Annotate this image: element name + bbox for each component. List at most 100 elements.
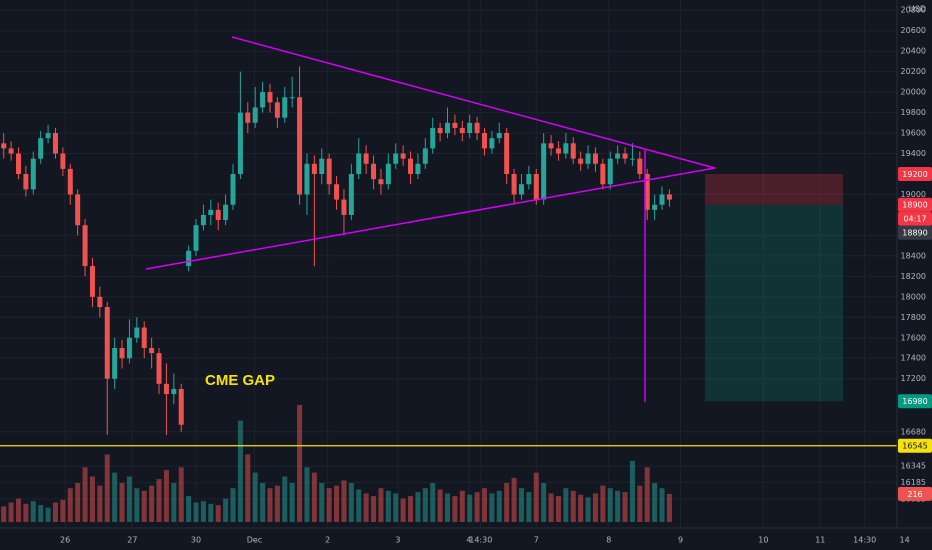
- candle-body: [518, 184, 524, 195]
- x-tick-label: 2: [325, 536, 330, 545]
- candle-body: [637, 158, 643, 174]
- x-tick-label: 4: [466, 536, 471, 545]
- volume-bar: [622, 492, 628, 522]
- candle-body: [23, 174, 29, 190]
- candle-body: [393, 153, 399, 164]
- volume-bar: [274, 485, 280, 522]
- candle-body: [356, 153, 362, 174]
- volume-bar: [666, 493, 672, 522]
- volume-bar: [245, 454, 251, 522]
- candle-body: [97, 296, 103, 308]
- x-tick-label: 14:30: [469, 536, 492, 545]
- volume-bar: [518, 488, 524, 522]
- volume-bar: [149, 485, 155, 522]
- volume-bar: [208, 503, 214, 522]
- candle-body: [607, 158, 613, 185]
- volume-bar: [541, 483, 547, 522]
- candle-body: [385, 163, 391, 185]
- volume-bar: [119, 483, 125, 522]
- volume-bar: [237, 420, 243, 522]
- candle-body: [467, 122, 473, 134]
- candle-body: [171, 388, 177, 395]
- candle-body: [585, 153, 591, 164]
- candle-body: [378, 179, 384, 185]
- y-tick-label: 18000: [901, 292, 926, 301]
- volume-bar: [504, 483, 510, 522]
- price-badge-label: 04:17: [903, 215, 926, 224]
- candle-body: [156, 353, 162, 384]
- price-badge: [898, 197, 932, 212]
- volume-bar: [282, 476, 288, 522]
- volume-bar: [526, 492, 532, 522]
- candle-body: [289, 97, 295, 99]
- candle-body: [511, 174, 517, 195]
- volume-bar: [422, 488, 428, 522]
- volume-bar: [496, 490, 502, 522]
- candle-body: [223, 204, 229, 221]
- volume-bar: [511, 477, 517, 522]
- candle-body: [67, 168, 73, 195]
- y-tick-label: 18400: [901, 251, 926, 260]
- volume-bar: [200, 501, 206, 522]
- y-tick-label: 20800: [901, 6, 926, 15]
- candle-body: [52, 133, 58, 154]
- stop-zone: [705, 174, 843, 205]
- y-tick-label: 16680: [901, 427, 926, 436]
- candle-body: [334, 184, 340, 200]
- volume-bar: [363, 493, 369, 522]
- volume-bar: [215, 505, 221, 522]
- candle-body: [15, 153, 21, 174]
- volume-bar: [533, 472, 539, 522]
- volume-bar: [585, 497, 591, 522]
- y-tick-label: 17800: [901, 313, 926, 322]
- candle-body: [474, 122, 480, 134]
- candle-body: [570, 143, 576, 159]
- price-badge-label: 18900: [902, 201, 927, 210]
- candle-body: [533, 174, 539, 200]
- candle-body: [341, 199, 347, 215]
- volume-bar: [75, 483, 81, 522]
- candle-body: [526, 174, 532, 185]
- volume-bar: [393, 493, 399, 522]
- currency: USD: [909, 5, 926, 14]
- y-tick-label: 20000: [901, 88, 926, 97]
- candle-body: [496, 133, 502, 139]
- y-tick-label: 18200: [901, 272, 926, 281]
- candle-body: [615, 153, 621, 159]
- candle-body: [363, 153, 369, 164]
- price-badge: [898, 438, 932, 453]
- volume-bar: [30, 501, 36, 522]
- candle-body: [415, 163, 421, 174]
- candle-body: [659, 194, 665, 205]
- volume-bar: [267, 488, 273, 522]
- volume-layer: [1, 405, 672, 522]
- volume-bar: [600, 485, 606, 522]
- candle-body: [178, 388, 184, 425]
- volume-bar: [334, 485, 340, 522]
- volume-bar: [437, 489, 443, 522]
- candle-body: [489, 138, 495, 149]
- candle-body: [541, 143, 547, 200]
- volume-bar: [555, 496, 561, 522]
- y-tick-label: 19800: [901, 108, 926, 117]
- volume-bar: [326, 488, 332, 522]
- drawings: CME GAP: [0, 36, 897, 447]
- volume-bar: [126, 476, 132, 522]
- x-tick-label: 27: [127, 536, 137, 545]
- volume-bar: [45, 507, 51, 522]
- volume-bar: [141, 490, 147, 522]
- y-tick-label: 16345: [901, 462, 926, 471]
- volume-bar: [52, 502, 58, 522]
- volume-bar: [481, 488, 487, 522]
- annotation: CME GAP: [205, 372, 275, 389]
- x-tick-label: 3: [395, 536, 400, 545]
- candle-body: [186, 250, 192, 267]
- volume-bar: [408, 496, 414, 522]
- price-badge-label: 16980: [902, 397, 927, 406]
- candle-body: [452, 122, 458, 128]
- candle-body: [629, 158, 635, 160]
- volume-bar: [67, 488, 73, 522]
- volume-bar: [38, 505, 44, 522]
- y-tick-label: 20200: [901, 67, 926, 76]
- candle-body: [348, 174, 354, 215]
